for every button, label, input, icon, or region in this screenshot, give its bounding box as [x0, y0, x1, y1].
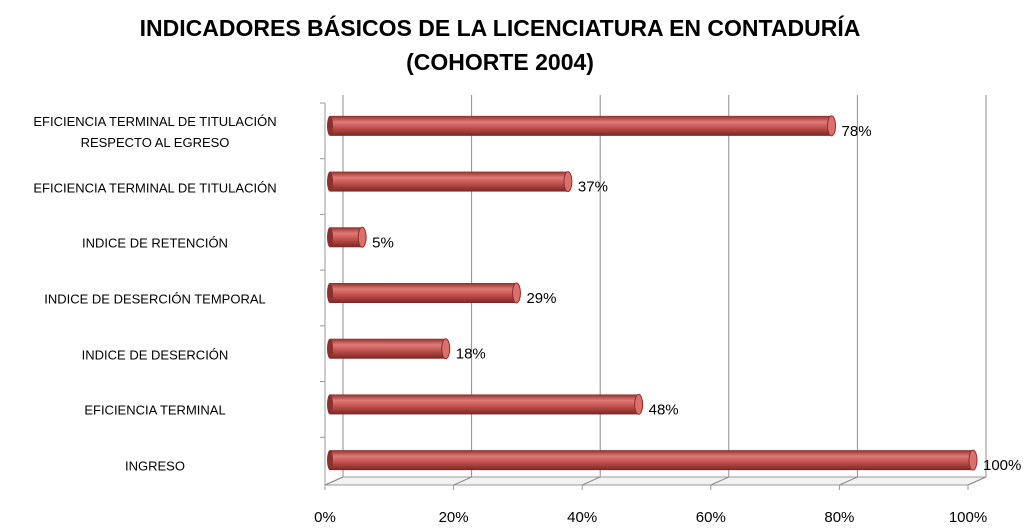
- data-label: 78%: [842, 123, 872, 140]
- data-label: 37%: [578, 179, 608, 196]
- bar: [330, 338, 446, 359]
- y-tick-label: INGRESO: [125, 458, 185, 474]
- y-tick-label: EFICIENCIA TERMINAL DE TITULACIÓN RESPEC…: [33, 113, 277, 150]
- bar-cap: [441, 338, 451, 360]
- data-label: 18%: [456, 346, 486, 363]
- grid-line: [967, 476, 987, 486]
- bar-cap: [327, 115, 333, 136]
- grid-line: [581, 476, 601, 486]
- data-label: 29%: [526, 290, 556, 307]
- x-tick-label: 100%: [949, 509, 987, 526]
- data-label: 5%: [372, 234, 394, 251]
- x-tick-label: 20%: [439, 509, 469, 526]
- y-tick-label: EFICIENCIA TERMINAL DE TITULACIÓN: [33, 180, 277, 196]
- bar-cap: [327, 227, 333, 248]
- bar-cap: [327, 394, 333, 415]
- y-tick-label: INDICE DE RETENCIÓN: [82, 235, 228, 251]
- grid-line: [324, 476, 344, 486]
- grid-line: [839, 476, 858, 486]
- y-tick-label: INDICE DE DESERCIÓN TEMPORAL: [44, 291, 266, 307]
- chart-title: INDICADORES BÁSICOS DE LA LICENCIATURA E…: [140, 14, 861, 41]
- bar-cap: [634, 393, 644, 415]
- bar-cap: [327, 338, 333, 359]
- y-tick-label: EFICIENCIA TERMINAL: [84, 402, 226, 418]
- floor: [324, 476, 987, 486]
- bar-cap: [327, 450, 333, 471]
- x-tick-label: 80%: [824, 509, 854, 526]
- data-label: 48%: [649, 401, 679, 418]
- chart-title: (COHORTE 2004): [406, 49, 594, 75]
- bar-cap: [827, 115, 837, 137]
- bar: [330, 394, 639, 415]
- bar-cap: [968, 449, 978, 471]
- bar: [330, 171, 568, 192]
- x-tick-label: 40%: [567, 509, 597, 526]
- grid-line: [453, 476, 472, 486]
- x-tick-label: 60%: [696, 509, 726, 526]
- bar: [330, 450, 973, 471]
- bar-cap: [327, 171, 333, 192]
- bar: [330, 283, 517, 303]
- bar: [330, 115, 832, 136]
- x-tick-label: 0%: [314, 509, 336, 526]
- bar-cap: [327, 283, 333, 303]
- bar: [330, 227, 363, 248]
- y-tick-label: INDICE DE DESERCIÓN: [81, 347, 229, 363]
- bar-cap: [357, 226, 367, 248]
- grid-line: [710, 476, 730, 486]
- bar-cap: [511, 282, 521, 304]
- data-label: 100%: [983, 457, 1021, 474]
- bar-cap: [563, 171, 573, 193]
